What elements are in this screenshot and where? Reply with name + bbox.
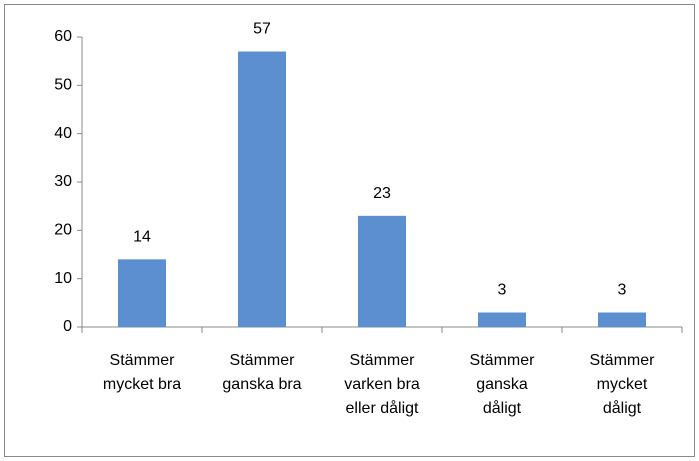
x-tick-label: Stämmer varken bra eller dåligt [344,352,420,417]
y-tick-label: 10 [54,270,72,287]
data-label: 3 [498,282,507,299]
data-label: 57 [253,21,271,38]
data-label: 3 [618,282,627,299]
bar [478,312,526,327]
bar [358,215,406,327]
y-tick-label: 0 [63,318,72,335]
data-label: 23 [373,185,391,202]
chart-frame [4,4,695,457]
y-tick-label: 60 [54,28,72,45]
y-tick-label: 50 [54,77,72,94]
y-tick-label: 40 [54,125,72,142]
y-tick-label: 20 [54,222,72,239]
x-tick-label: Stämmer mycket bra [102,352,182,393]
data-label: 14 [133,229,151,246]
y-tick-label: 30 [54,173,72,190]
x-tick-label: Stämmer mycket dåligt [589,352,655,417]
x-tick-label: Stämmer ganska dåligt [469,352,535,417]
x-tick-label: Stämmer ganska bra [222,352,302,393]
bar [598,312,646,327]
bar [118,259,166,327]
bar [238,51,286,327]
